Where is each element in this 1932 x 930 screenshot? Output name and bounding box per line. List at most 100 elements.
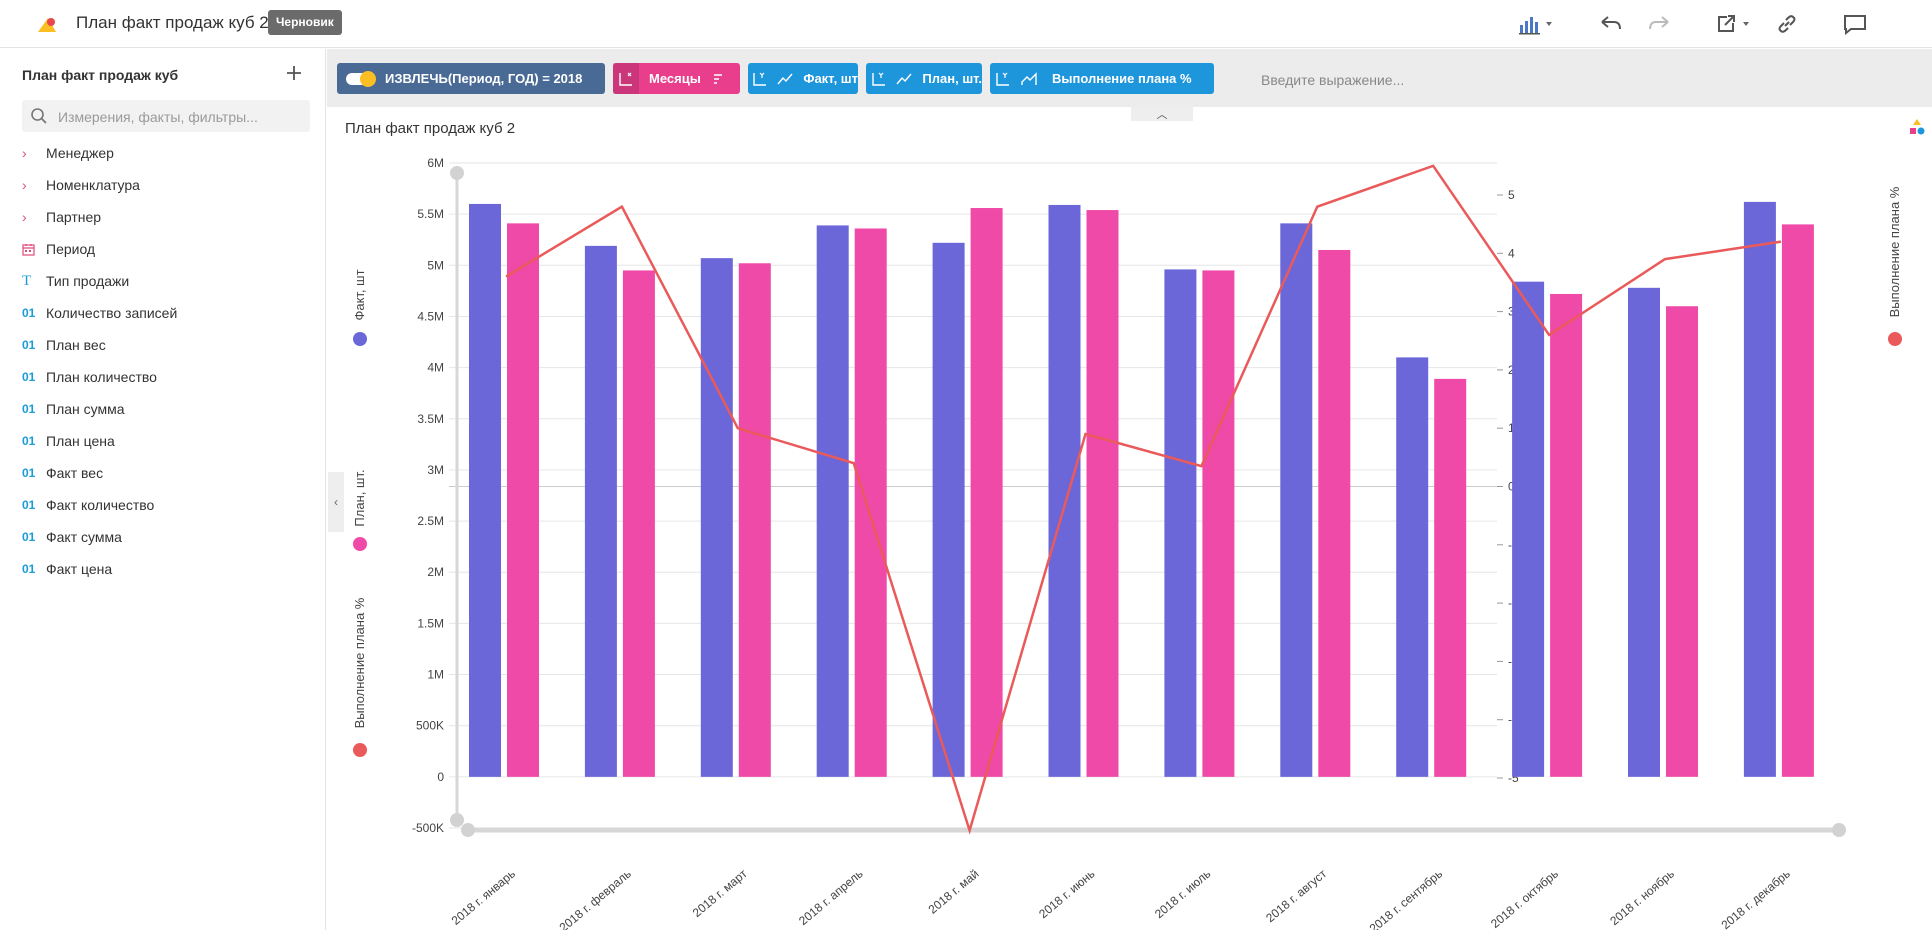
undo-icon: [1601, 16, 1621, 30]
bar-chart-icon: [1519, 17, 1552, 35]
sidebar-item[interactable]: 01 План количество: [0, 361, 326, 393]
sidebar-item[interactable]: 01 Количество записей: [0, 297, 326, 329]
numeric-type-icon: 01: [22, 466, 36, 480]
y-right-tick-label: 1: [1508, 421, 1515, 435]
y-right-tick-label: 2: [1508, 363, 1515, 377]
y-right-tick-label: 0: [1508, 480, 1515, 494]
sidebar-item-label: Количество записей: [46, 305, 178, 321]
bar-fact: [1512, 281, 1545, 777]
sidebar-item[interactable]: 01 Факт количество: [0, 489, 326, 521]
draft-badge: Черновик: [268, 10, 342, 35]
comments-button[interactable]: [1840, 11, 1870, 37]
y-left-tick-label: 3M: [427, 463, 444, 477]
undo-button[interactable]: [1598, 11, 1624, 37]
legend-dot-fact: [353, 332, 367, 346]
redo-icon: [1649, 16, 1669, 30]
bar-fact: [700, 258, 733, 777]
y-pill-fact[interactable]: Факт, шт: [748, 63, 858, 94]
y-pill-percent[interactable]: Выполнение плана %: [990, 63, 1214, 94]
bar-plan: [1666, 306, 1698, 777]
sidebar-item[interactable]: T Тип продажи: [0, 265, 326, 297]
sidebar-item[interactable]: › Номенклатура: [0, 169, 326, 201]
sidebar-item[interactable]: 01 Факт цена: [0, 553, 326, 585]
sidebar-item-label: Факт вес: [46, 465, 104, 481]
y-pill-plan[interactable]: План, шт.: [866, 63, 982, 94]
export-button[interactable]: [1714, 11, 1754, 37]
sidebar-collapse-handle[interactable]: ‹: [328, 472, 344, 532]
comment-icon: [1844, 15, 1866, 35]
top-bar: План факт продаж куб 2 Черновик: [0, 0, 1932, 48]
toggle-icon: [346, 70, 376, 87]
sort-icon: [713, 73, 722, 84]
bar-fact: [584, 245, 617, 777]
bar-plan: [622, 270, 655, 777]
legend-dot-right: [1888, 332, 1902, 346]
expression-input[interactable]: [1259, 63, 1563, 96]
shelf-collapse-button[interactable]: ︿: [1131, 107, 1193, 121]
sidebar-item-label: Факт сумма: [46, 529, 122, 545]
x-scroll-handle-left: [461, 823, 475, 837]
sidebar-item[interactable]: 01 План сумма: [0, 393, 326, 425]
copy-link-button[interactable]: [1774, 11, 1800, 37]
sidebar-item-label: План количество: [46, 369, 157, 385]
sidebar-item[interactable]: 01 Факт вес: [0, 457, 326, 489]
x-tick-label: 2018 г. февраль: [557, 867, 634, 930]
bar-plan: [970, 208, 1003, 777]
bar-plan: [1318, 249, 1351, 777]
y-left-tick-label: 5.5M: [417, 207, 444, 221]
sidebar-item-label: План цена: [46, 433, 115, 449]
sidebar-item-label: Факт цена: [46, 561, 113, 577]
palette-icon[interactable]: [1908, 118, 1926, 136]
x-tick-label: 2018 г. ноябрь: [1607, 867, 1677, 929]
bar-fact: [932, 242, 965, 777]
filter-pill[interactable]: ИЗВЛЕЧЬ(Период, ГОД) = 2018: [337, 63, 605, 94]
text-type-icon: T: [22, 272, 32, 289]
x-tick-label: 2018 г. июль: [1152, 867, 1213, 922]
x-tick-label: 2018 г. январь: [449, 867, 518, 928]
y-left-tick-label: 6M: [427, 156, 444, 170]
sidebar-item[interactable]: Период: [0, 233, 326, 265]
numeric-type-icon: 01: [22, 306, 36, 320]
y-left-tick-label: 500K: [416, 719, 444, 733]
y-left-tick-label: 2.5M: [417, 514, 444, 528]
line-percent: [505, 164, 1782, 835]
numeric-type-icon: 01: [22, 530, 36, 544]
sidebar-item[interactable]: 01 Факт сумма: [0, 521, 326, 553]
x-axis-icon: [613, 63, 639, 94]
line-chart-icon: [891, 70, 916, 88]
x-tick-label: 2018 г. апрель: [796, 867, 866, 928]
chart-canvas: 6M5.5M5M4.5M4M3.5M3M2.5M2M1.5M1M500K0-50…: [352, 156, 1902, 930]
sidebar-item[interactable]: 01 План цена: [0, 425, 326, 457]
y-left-tick-label: 1M: [427, 668, 444, 682]
bar-plan: [1781, 224, 1814, 777]
y-axis-icon: [748, 70, 773, 88]
sidebar-item[interactable]: › Партнер: [0, 201, 326, 233]
redo-button[interactable]: [1646, 11, 1672, 37]
x-axis-pill[interactable]: Месяцы: [613, 63, 740, 94]
sidebar-item-label: Период: [46, 241, 96, 257]
chart-type-button[interactable]: [1516, 11, 1556, 37]
bar-fact: [1628, 287, 1660, 777]
x-tick-label: 2018 г. сентябрь: [1367, 867, 1445, 930]
external-link-icon: [1718, 15, 1749, 32]
legend-dot-percent: [353, 743, 367, 757]
x-tick-label: 2018 г. март: [690, 866, 750, 920]
sidebar-item[interactable]: › Менеджер: [0, 137, 326, 169]
bar-fact: [816, 225, 849, 777]
sidebar-item[interactable]: 01 План вес: [0, 329, 326, 361]
field-search-input[interactable]: [56, 100, 300, 134]
add-field-icon[interactable]: [284, 63, 304, 83]
y-pill-percent-label: Выполнение плана %: [1052, 71, 1192, 86]
y-left-tick-label: 5M: [427, 258, 444, 272]
chevron-up-icon: ︿: [1156, 109, 1168, 121]
x-tick-label: 2018 г. август: [1263, 866, 1329, 925]
field-list: › Менеджер › Номенклатура › Партнер Период T Тип…: [0, 137, 326, 585]
bar-fact: [1743, 201, 1776, 777]
y-left-tick-label: 0: [437, 770, 444, 784]
field-search: [22, 100, 310, 134]
shelf-bar: ИЗВЛЕЧЬ(Период, ГОД) = 2018 Месяцы Факт,…: [327, 49, 1932, 107]
calendar-icon: [22, 243, 46, 256]
y-left-tick-label: 3.5M: [417, 412, 444, 426]
numeric-type-icon: 01: [22, 498, 36, 512]
bar-fact: [1048, 204, 1081, 777]
